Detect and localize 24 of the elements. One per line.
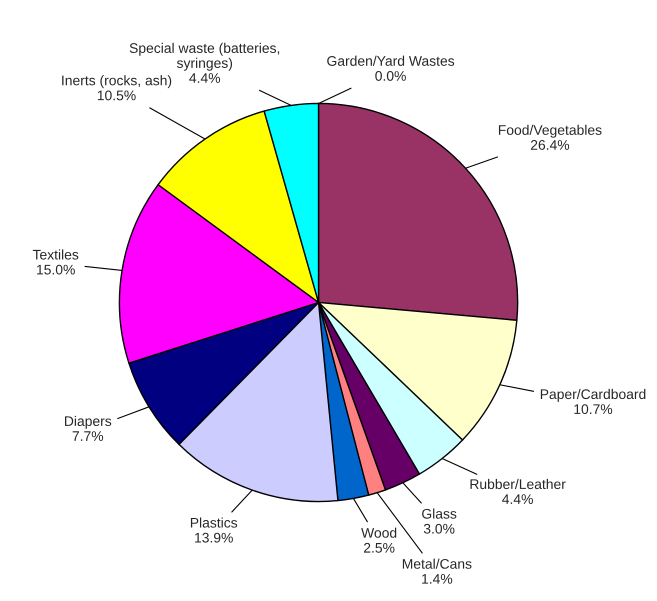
data-label: 4.4% [502, 494, 533, 504]
data-label: 1.4% [422, 574, 452, 584]
data-label: 4.4% [189, 73, 220, 83]
data-label: 10.7% [574, 404, 612, 414]
slice-label: Plastics [190, 517, 238, 528]
slice-label: Wood [361, 528, 396, 538]
data-label: 10.5% [98, 90, 136, 100]
data-label: 15.0% [37, 264, 75, 275]
data-label: 26.4% [530, 140, 570, 150]
data-label: 7.7% [72, 431, 104, 441]
data-label: 13.9% [195, 532, 233, 543]
slice-label: Rubber/Leather [470, 478, 566, 490]
slice-label: Textiles [32, 249, 78, 260]
slice-label: Glass [422, 508, 456, 519]
slice-label: Inerts (rocks, ash) [62, 75, 172, 88]
slice-label: Metal/Cans [402, 558, 472, 569]
text: 0.0% [375, 71, 406, 81]
slice-label: Special waste (batteries, syringes) [130, 42, 280, 71]
slice-label: Diapers [65, 416, 112, 429]
slice-label: Food/Vegetables [498, 124, 602, 138]
data-label: 3.0% [424, 524, 454, 534]
slice-label: Paper/Cardboard [540, 388, 646, 402]
data-label: 2.5% [364, 542, 394, 553]
category-label: Garden/Yard Wastes [327, 56, 454, 66]
